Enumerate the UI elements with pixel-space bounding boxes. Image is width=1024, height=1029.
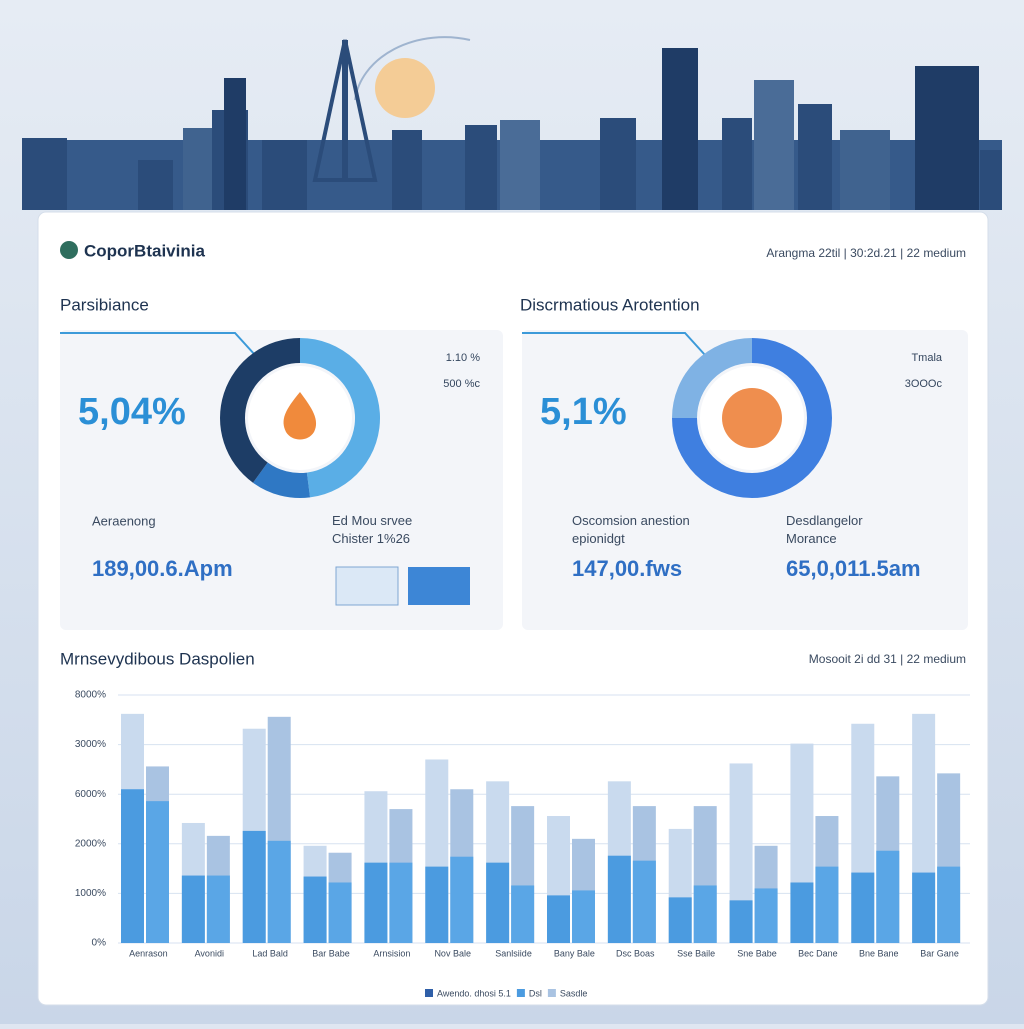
legend-swatch: [516, 989, 525, 997]
y-tick-label: 8000%: [75, 690, 106, 701]
y-tick-label: 0%: [92, 938, 107, 949]
stat-value: 65,0,011.5am: [786, 556, 921, 581]
x-tick-label: Sanlsiide: [495, 948, 532, 958]
bar: [547, 895, 570, 943]
x-tick-label: Bne Bane: [859, 948, 899, 958]
donut-segment: [252, 462, 311, 499]
donut-segment: [672, 338, 752, 418]
stat-text: Aeraenong: [92, 513, 156, 528]
bar: [668, 897, 692, 943]
y-tick-label: 6000%: [75, 789, 106, 800]
y-tick-label: 1000%: [75, 888, 106, 899]
brand: CoporBtaivinia: [84, 241, 205, 260]
bar: [754, 888, 778, 943]
legend-item: 1.10 %: [446, 352, 480, 364]
bar: [328, 882, 352, 943]
bar: [815, 866, 839, 943]
bar: [876, 850, 900, 943]
bar: [242, 830, 266, 943]
bar: [425, 866, 449, 943]
bar: [364, 862, 388, 943]
x-tick-label: Dsc Boas: [616, 948, 655, 958]
y-tick-label: 2000%: [75, 838, 106, 849]
x-tick-label: Aenrason: [129, 948, 168, 958]
panel-title: Discrmatious Arotention: [520, 295, 700, 314]
stat-text: Ed Mou srvee Chister 1%26: [332, 513, 412, 546]
x-tick-label: Sne Babe: [737, 948, 777, 958]
bar: [181, 875, 205, 943]
skyline: [22, 36, 1002, 210]
legend-swatch: [425, 989, 433, 997]
bar: [607, 855, 631, 943]
x-tick-label: Sse Baile: [677, 948, 715, 958]
legend-label: Sasdle: [560, 988, 588, 998]
x-tick-label: Bec Dane: [798, 948, 838, 958]
bar: [389, 862, 413, 943]
bar: [121, 789, 144, 943]
icon: [722, 388, 782, 448]
bar: [267, 840, 291, 943]
donut-segment: [220, 338, 300, 483]
x-tick-label: Avonidi: [195, 948, 224, 958]
bar: [790, 882, 814, 943]
bar: [511, 885, 535, 943]
chart-meta: Mosooit 2i dd 31 | 22 medium: [809, 652, 966, 666]
stat-text: Oscomsion anestion epionidgt: [572, 513, 690, 546]
bar: [729, 900, 753, 943]
x-tick-label: Bany Bale: [554, 948, 595, 958]
badge: [335, 566, 399, 606]
brand-icon: [60, 241, 78, 259]
bar: [486, 862, 510, 943]
legend-label: Awendo. dhosi 5.1: [437, 988, 511, 998]
big-value: 5,04%: [78, 391, 186, 433]
legend-item: 500 %c: [443, 378, 480, 390]
bar: [303, 876, 327, 943]
icon: [283, 392, 317, 440]
bar: [450, 856, 474, 943]
accent-line: [60, 332, 256, 356]
y-tick-label: 3000%: [75, 739, 106, 750]
bar: [729, 763, 753, 943]
bar: [206, 875, 230, 943]
x-tick-label: Arnsision: [373, 948, 410, 958]
x-tick-label: Lad Bald: [252, 948, 288, 958]
bar: [937, 866, 961, 943]
x-tick-label: Bar Babe: [312, 948, 350, 958]
stat-text: Desdlangelor Morance: [786, 513, 863, 546]
header-meta: Arangma 22til | 30:2d.21 | 22 medium: [766, 246, 966, 260]
accent-line: [522, 332, 706, 356]
big-value: 5,1%: [540, 391, 627, 433]
legend-swatch: [547, 989, 556, 997]
bar: [572, 890, 595, 943]
bar: [912, 872, 936, 943]
legend-item: 3OOOc: [905, 378, 943, 390]
panel-title: Parsibiance: [60, 295, 149, 314]
stat-value: 147,00.fws: [572, 556, 682, 581]
bar: [693, 885, 717, 943]
bar: [632, 860, 656, 943]
donut-segment: [300, 338, 381, 498]
legend-item: Tmala: [911, 352, 942, 364]
badge: [408, 567, 470, 605]
x-tick-label: Nov Bale: [434, 948, 471, 958]
bar: [146, 801, 169, 943]
x-tick-label: Bar Gane: [920, 948, 959, 958]
stat-value: 189,00.6.Apm: [92, 556, 233, 581]
legend-label: Dsl: [529, 988, 542, 998]
donut-segment: [672, 338, 832, 498]
bar: [851, 872, 875, 943]
chart-title: Mrnsevydibous Daspolien: [60, 649, 255, 668]
